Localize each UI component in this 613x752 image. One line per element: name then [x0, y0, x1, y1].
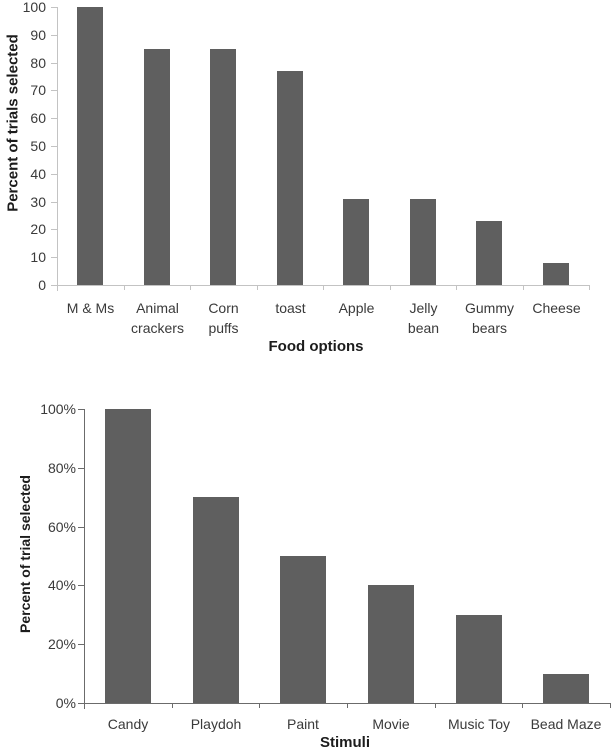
- y-tick-label: 80%: [47, 460, 76, 476]
- x-tick-mark: [257, 285, 258, 290]
- y-tick-mark: [51, 229, 57, 230]
- y-tick-label: 100: [22, 0, 46, 15]
- stimuli-chart: Percent of trial selected Stimuli 0% 20% 4…: [0, 376, 613, 752]
- bar-apple: [343, 199, 369, 285]
- y-tick-mark: [51, 118, 57, 119]
- y-tick-mark: [51, 257, 57, 258]
- bar-animal-crackers: [144, 49, 170, 285]
- x-tick-label-animal-crackers: Animal crackers: [131, 300, 184, 336]
- x-tick-label-music-toy: Music Toy: [448, 716, 510, 732]
- bar-corn-puffs: [210, 49, 236, 285]
- x-tick-label-candy: Candy: [107, 716, 149, 732]
- bar-music-toy: [456, 615, 502, 703]
- bar-gummy-bears: [476, 221, 502, 285]
- y-tick-label: 50: [30, 138, 46, 154]
- y-tick-mark: [51, 174, 57, 175]
- y-tick-mark: [51, 285, 57, 286]
- y-tick-label: 90: [30, 27, 46, 43]
- x-tick-label-gummy-bears: Gummy bears: [465, 300, 514, 336]
- y-tick-label: 70: [30, 82, 46, 98]
- bar-paint: [280, 556, 326, 703]
- x-tick-mark: [347, 703, 348, 708]
- x-tick-mark: [57, 285, 58, 290]
- y-tick-mark: [78, 585, 84, 586]
- x-axis-title: Stimuli: [319, 734, 371, 751]
- x-tick-mark: [124, 285, 125, 290]
- bar-cheese: [543, 263, 569, 285]
- y-tick-mark: [78, 527, 84, 528]
- y-tick-label: 40: [30, 166, 46, 182]
- y-axis-title: Percent of trial selected: [17, 475, 33, 633]
- x-tick-label-apple: Apple: [338, 300, 375, 316]
- y-tick-label: 40%: [47, 577, 76, 593]
- x-tick-label-playdoh: Playdoh: [190, 716, 242, 732]
- x-tick-label-bead-maze: Bead Maze: [530, 716, 602, 732]
- x-tick-label-cheese: Cheese: [532, 300, 581, 316]
- x-tick-mark: [390, 285, 391, 290]
- y-axis-line: [57, 7, 58, 291]
- y-tick-label: 30: [30, 194, 46, 210]
- x-tick-label-paint: Paint: [287, 716, 319, 732]
- x-tick-mark: [172, 703, 173, 708]
- x-tick-mark: [610, 703, 611, 708]
- y-tick-mark: [78, 409, 84, 410]
- y-tick-label: 60%: [47, 519, 76, 535]
- bar-toast: [277, 71, 303, 285]
- y-tick-mark: [78, 468, 84, 469]
- x-tick-mark: [323, 285, 324, 290]
- y-tick-label: 60: [30, 110, 46, 126]
- x-tick-mark: [523, 285, 524, 290]
- y-tick-mark: [78, 703, 84, 704]
- x-tick-label-movie: Movie: [372, 716, 410, 732]
- food-options-chart: Percent of trials selected Food options …: [5, 0, 590, 355]
- x-tick-mark: [522, 703, 523, 708]
- bar-jelly-bean: [410, 199, 436, 285]
- y-tick-label: 100%: [40, 401, 76, 417]
- y-tick-label: 20%: [47, 636, 76, 652]
- bar-m-ms: [77, 7, 103, 285]
- x-tick-label-toast: toast: [275, 300, 306, 316]
- bar-candy: [105, 409, 151, 703]
- bar-bead-maze: [543, 674, 589, 703]
- y-tick-mark: [51, 35, 57, 36]
- y-tick-label: 0%: [55, 695, 76, 711]
- bar-movie: [368, 585, 414, 703]
- x-tick-mark: [84, 703, 85, 708]
- x-tick-mark: [456, 285, 457, 290]
- x-tick-mark: [190, 285, 191, 290]
- bar-playdoh: [193, 497, 239, 703]
- x-tick-mark: [435, 703, 436, 708]
- y-tick-label: 0: [38, 277, 46, 293]
- y-tick-mark: [51, 146, 57, 147]
- y-tick-mark: [51, 63, 57, 64]
- x-tick-mark: [259, 703, 260, 708]
- x-tick-mark: [589, 285, 590, 290]
- x-tick-label-m-ms: M & Ms: [66, 300, 115, 316]
- x-tick-label-corn-puffs: Corn puffs: [208, 300, 239, 336]
- y-tick-mark: [51, 90, 57, 91]
- x-tick-label-jelly-bean: Jelly bean: [407, 300, 440, 336]
- y-axis-line: [84, 409, 85, 709]
- x-axis-title: Food options: [268, 338, 364, 355]
- y-tick-mark: [51, 7, 57, 8]
- y-tick-label: 10: [30, 249, 46, 265]
- y-tick-label: 80: [30, 55, 46, 71]
- y-tick-mark: [78, 644, 84, 645]
- y-tick-mark: [51, 202, 57, 203]
- y-tick-label: 20: [30, 221, 46, 237]
